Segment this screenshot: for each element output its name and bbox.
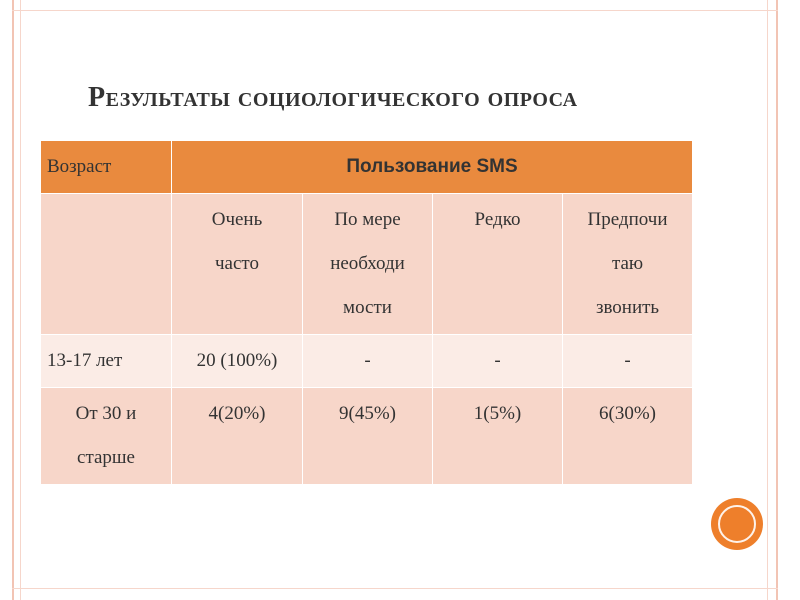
frame-line-bottom: [12, 588, 778, 589]
row-age-30plus: От 30 и старше: [40, 387, 172, 485]
table-subheader-row: Очень часто По мере необходи мости Редко…: [40, 193, 694, 335]
subheader-very-often: Очень часто: [171, 193, 303, 335]
subheader-as-needed: По мере необходи мости: [302, 193, 433, 335]
cell-value: 1(5%): [432, 387, 563, 485]
table-row: 13-17 лет 20 (100%) - - -: [40, 334, 694, 388]
header-sms-usage: Пользование SMS: [170, 140, 694, 194]
frame-line-right-inner: [767, 0, 768, 600]
frame-line-top: [12, 10, 778, 11]
subheader-prefer-call: Предпочи таю звонить: [561, 193, 694, 335]
row-age-teen: 13-17 лет: [40, 334, 172, 388]
subheader-rarely: Редко: [432, 193, 563, 335]
frame-line-right: [776, 0, 778, 600]
table-row: От 30 и старше 4(20%) 9(45%) 1(5%) 6(30%…: [40, 387, 694, 485]
cell-value: 9(45%): [302, 387, 433, 485]
header-age: Возраст: [40, 140, 172, 194]
cell-value: 4(20%): [171, 387, 303, 485]
cell-value: -: [302, 334, 433, 388]
slide-title: Результаты социологического опроса: [88, 82, 578, 113]
frame-line-left: [12, 0, 14, 600]
frame-line-left-inner: [20, 0, 21, 600]
decorative-circle-icon: [711, 498, 763, 550]
cell-value: 20 (100%): [171, 334, 303, 388]
cell-value: -: [432, 334, 563, 388]
subheader-empty: [40, 193, 172, 335]
cell-value: -: [561, 334, 694, 388]
survey-table: Возраст Пользование SMS Очень часто По м…: [40, 140, 694, 485]
cell-value: 6(30%): [561, 387, 694, 485]
table-header-row: Возраст Пользование SMS: [40, 140, 694, 194]
